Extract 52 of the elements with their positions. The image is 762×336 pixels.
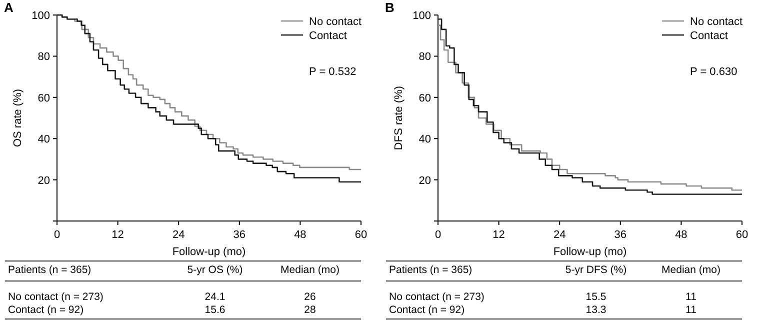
text: 24.1 [204,291,226,303]
text: No contact (n = 273) [8,291,104,303]
chart-title: A [4,0,14,15]
text: 28 [304,304,316,316]
text: 13.3 [586,304,606,316]
x-tick-label: 60 [736,229,748,241]
text: 26 [304,291,316,303]
x-tick-label: 36 [233,229,246,241]
text: 5-yr OS (%) [187,264,243,276]
y-tick-label: 60 [38,92,50,104]
text: Contact (n = 92) [389,304,465,316]
y-axis-title: OS rate (%) [12,88,24,148]
annotation: P = 0.532 [309,66,356,78]
text: Median (mo) [280,264,340,276]
x-axis-title: Follow-up (mo) [553,246,627,258]
x-tick-label: 24 [553,229,566,241]
text: 5-yr DFS (%) [565,264,627,276]
y-tick-label: 60 [418,92,431,104]
x-tick-label: 24 [172,229,185,241]
legend-label: No contact [309,16,362,28]
y-tick-label: 100 [412,10,431,22]
x-tick-label: 0 [54,229,60,241]
x-axis-title: Follow-up (mo) [172,246,246,258]
text: No contact (n = 273) [389,291,484,303]
x-tick-label: 48 [675,229,688,241]
chart-title: B [385,0,394,15]
text: 11 [686,291,697,303]
x-tick-label: 36 [614,229,627,241]
y-tick-label: 20 [38,174,50,187]
text: Contact (n = 92) [8,304,84,316]
x-tick-label: 0 [434,229,442,241]
y-tick-label: 20 [418,174,431,187]
x-tick-label: 48 [294,229,306,241]
text: 15.5 [586,291,606,303]
y-tick-label: 100 [32,10,50,22]
x-tick-label: 12 [492,229,505,241]
y-tick-label: 40 [418,134,431,146]
x-tick-label: 12 [112,229,124,241]
text: 11 [686,304,697,316]
text: Patients (n = 365) [389,264,472,276]
text: Median (mo) [662,264,720,276]
legend-label: No contact [690,16,743,28]
y-axis-title: DFS rate (%) [393,86,405,150]
annotation: P = 0.630 [690,66,738,78]
x-tick-label: 60 [354,229,368,241]
legend-label: Contact [309,30,347,42]
text: 15.6 [204,304,226,316]
y-tick-label: 80 [38,51,50,64]
legend-label: Contact [690,30,728,42]
y-tick-label: 80 [418,51,431,64]
text: Patients (n = 365) [8,264,92,276]
y-tick-label: 40 [38,134,50,146]
